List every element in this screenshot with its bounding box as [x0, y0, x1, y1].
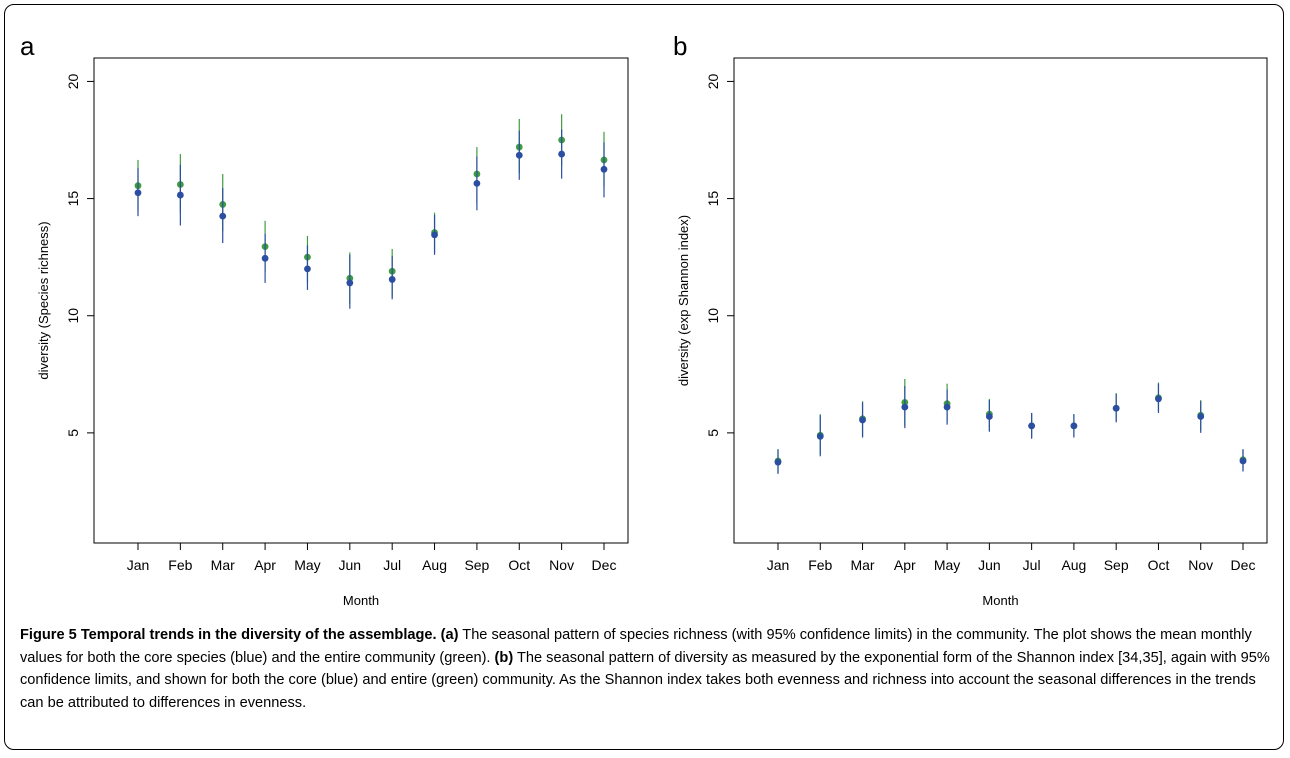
x-tick-label: Nov [1188, 557, 1213, 573]
x-tick-label: Apr [894, 557, 916, 573]
x-tick-label: May [294, 557, 320, 573]
x-tick-label: Jul [383, 557, 401, 573]
core-point [219, 212, 227, 220]
panel-a: a 5 10 15 20 Jan Feb Mar Apr May Jun Jul Aug Sep Oct N… [20, 31, 629, 608]
x-tick-label: Jan [767, 557, 790, 573]
y-tick-label: 20 [705, 73, 721, 89]
y-tick-label: 5 [65, 429, 81, 437]
y-tick-label: 10 [705, 308, 721, 324]
y-tick-label: 15 [65, 191, 81, 207]
figure-charts: a 5 10 15 20 Jan Feb Mar Apr May Jun Jul Aug Sep Oct N… [20, 31, 1268, 608]
core-point [600, 165, 608, 173]
x-tick-label: Jul [1023, 557, 1041, 573]
core-point [1028, 422, 1036, 430]
core-point [176, 191, 184, 199]
x-tick-label: Oct [1148, 557, 1170, 573]
x-tick-label: Mar [211, 557, 235, 573]
y-axis-label: diversity (exp Shannon index) [676, 215, 691, 386]
core-point [816, 432, 824, 440]
panel-b: b 5 10 15 20 Jan Feb Mar Apr May Jun Jul Aug Sep Oct N… [673, 31, 1268, 608]
y-tick-label: 10 [65, 308, 81, 324]
x-tick-label: Jun [978, 557, 1001, 573]
x-tick-label: Sep [1104, 557, 1129, 573]
core-point [388, 276, 396, 283]
x-tick-label: Apr [254, 557, 276, 573]
core-point [134, 189, 142, 197]
core-point [1112, 404, 1120, 412]
x-tick-label: Nov [549, 557, 574, 573]
core-point [1197, 413, 1205, 420]
panel-label: b [673, 31, 687, 61]
part-b-text: The seasonal pattern of diversity as mea… [20, 649, 1270, 711]
core-point [901, 403, 909, 411]
core-point [304, 265, 311, 273]
core-point [261, 254, 269, 262]
core-point [1155, 395, 1162, 403]
figure-title: Figure 5 Temporal trends in the diversit… [20, 627, 437, 643]
y-tick-label: 15 [705, 191, 721, 207]
core-point [943, 403, 951, 411]
part-b-label: (b) [494, 649, 514, 666]
figure-frame [4, 4, 1284, 750]
core-point [473, 179, 481, 187]
part-a-text: The seasonal pattern of species richness… [20, 627, 1252, 666]
x-tick-label: Jun [339, 557, 362, 573]
core-point [985, 413, 993, 420]
core-point [346, 279, 354, 287]
x-tick-label: Feb [168, 557, 192, 573]
x-tick-label: Jan [127, 557, 150, 573]
plot-area [733, 57, 1268, 544]
x-axis-label: Month [343, 593, 379, 608]
x-tick-label: Feb [808, 557, 832, 573]
core-point [1239, 457, 1247, 465]
y-tick-label: 5 [705, 429, 721, 437]
plot-area [93, 57, 629, 544]
x-tick-label: Oct [508, 557, 530, 573]
x-tick-label: Aug [1061, 557, 1086, 573]
core-point [1070, 422, 1078, 430]
x-tick-label: Dec [1231, 557, 1256, 573]
part-a-label: (a) [440, 627, 459, 643]
core-point [558, 150, 566, 158]
x-tick-label: Sep [464, 557, 489, 573]
core-point [859, 416, 866, 424]
core-point [774, 458, 782, 466]
x-axis-label: Month [982, 593, 1018, 608]
y-axis-label: diversity (Species richness) [36, 221, 51, 379]
y-tick-label: 20 [65, 73, 81, 89]
x-tick-label: Aug [422, 557, 447, 573]
core-point [515, 151, 523, 159]
panel-label: a [20, 31, 35, 61]
core-point [431, 231, 438, 239]
x-tick-label: Dec [592, 557, 617, 573]
figure-caption: Figure 5 Temporal trends in the diversit… [20, 624, 1275, 714]
x-tick-label: May [934, 557, 960, 573]
x-tick-label: Mar [850, 557, 874, 573]
